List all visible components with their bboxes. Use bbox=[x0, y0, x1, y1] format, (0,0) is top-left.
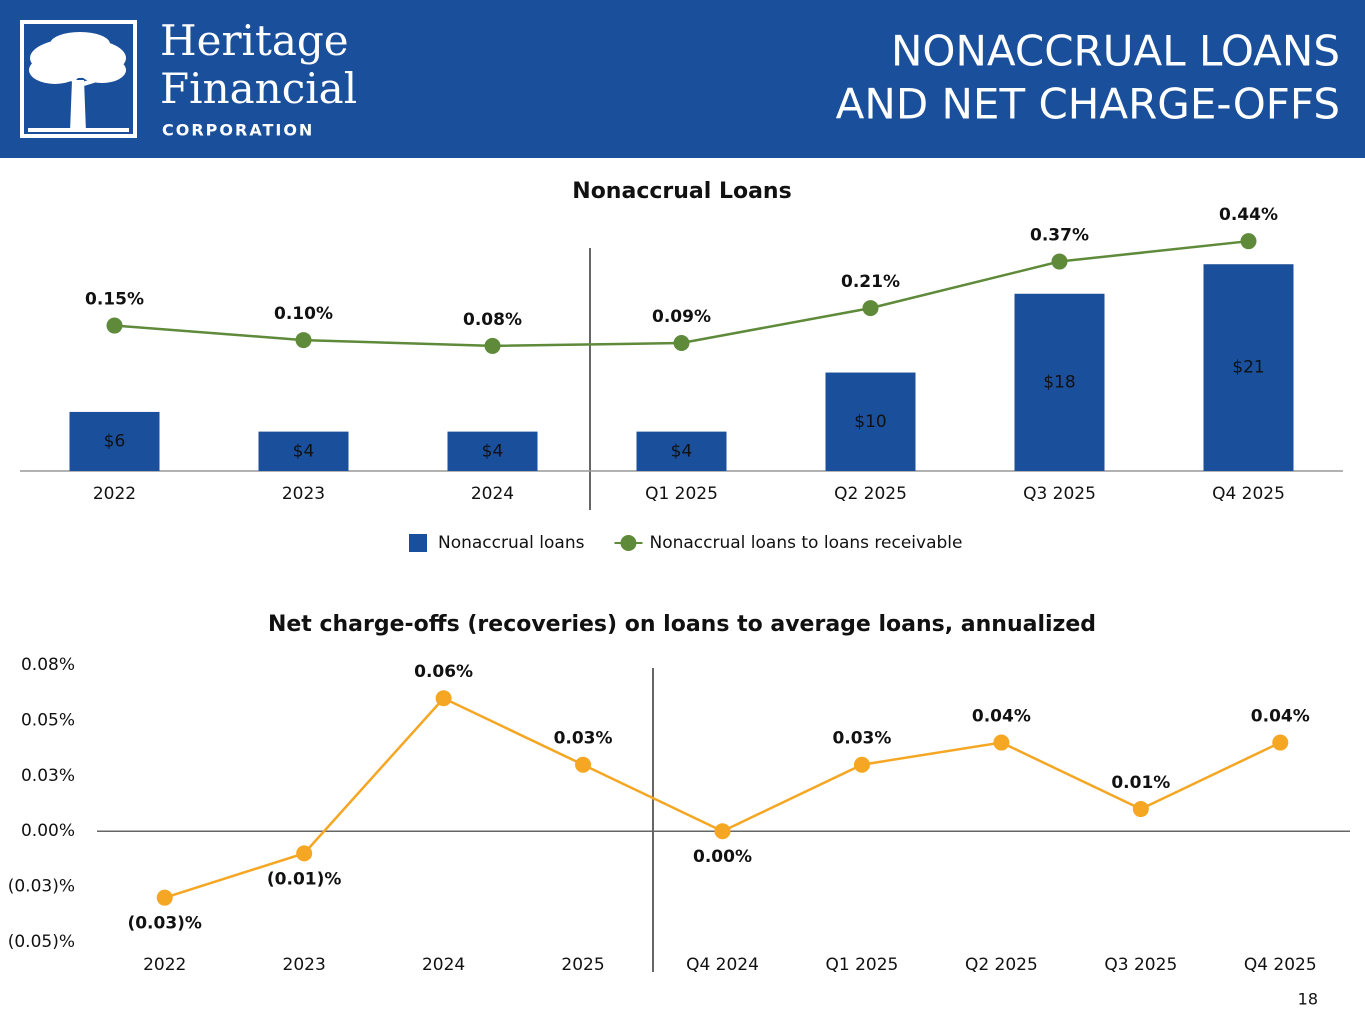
value-label: $21 bbox=[1232, 358, 1264, 378]
point bbox=[156, 889, 173, 906]
x-tick-label: 2025 bbox=[561, 955, 604, 975]
x-tick-label: Q3 2025 bbox=[1104, 955, 1177, 975]
y-tick-label: 0.03% bbox=[21, 766, 75, 786]
point bbox=[673, 335, 690, 351]
point bbox=[853, 756, 870, 773]
value-label: $10 bbox=[854, 412, 886, 432]
legend-swatch bbox=[409, 534, 427, 552]
line bbox=[164, 696, 1281, 899]
point bbox=[1132, 801, 1149, 818]
legend-label: Nonaccrual loans to loans receivable bbox=[649, 533, 962, 553]
y-tick-label: 0.05% bbox=[21, 710, 75, 730]
y-tick-label: 0.08% bbox=[21, 655, 75, 675]
x-tick-label: Q4 2024 bbox=[686, 955, 759, 975]
slide-title: NONACCRUAL LOANS bbox=[891, 27, 1340, 76]
x-tick-label: Q2 2025 bbox=[965, 955, 1038, 975]
value-label: $4 bbox=[293, 441, 315, 461]
bar bbox=[69, 411, 160, 471]
bar bbox=[825, 372, 916, 471]
page-number: 18 bbox=[1298, 990, 1318, 1009]
bar bbox=[447, 431, 538, 471]
point bbox=[435, 690, 452, 707]
point bbox=[575, 756, 592, 773]
chart-title: Nonaccrual Loans bbox=[572, 179, 791, 204]
value-label: (0.01)% bbox=[267, 869, 342, 889]
legend-label: Nonaccrual loans bbox=[438, 533, 585, 553]
value-label: $18 bbox=[1043, 372, 1075, 392]
x-tick-label: 2024 bbox=[471, 484, 514, 504]
value-label: $4 bbox=[671, 441, 693, 461]
value-label: 0.44% bbox=[1219, 205, 1278, 225]
legend-swatch bbox=[620, 535, 637, 551]
value-label: 0.04% bbox=[972, 707, 1031, 727]
value-label: $4 bbox=[482, 441, 504, 461]
point bbox=[1272, 734, 1289, 751]
y-tick-label: (0.03)% bbox=[8, 877, 75, 897]
point bbox=[862, 300, 879, 317]
chart-title: Net charge-offs (recoveries) on loans to… bbox=[268, 612, 1096, 637]
value-label: 0.06% bbox=[414, 662, 473, 682]
x-tick-label: Q4 2025 bbox=[1244, 955, 1317, 975]
value-label: 0.08% bbox=[463, 310, 522, 330]
point bbox=[484, 337, 501, 354]
x-tick-label: 2024 bbox=[422, 955, 465, 975]
point bbox=[1240, 233, 1257, 250]
brand: Heritage bbox=[160, 16, 349, 65]
value-label: 0.01% bbox=[1111, 773, 1170, 793]
x-tick-label: Q4 2025 bbox=[1212, 484, 1285, 504]
bar bbox=[1203, 264, 1294, 471]
value-label: 0.21% bbox=[841, 272, 900, 292]
point bbox=[106, 317, 123, 334]
value-label: 0.03% bbox=[832, 729, 891, 749]
y-tick-label: (0.05)% bbox=[8, 932, 75, 952]
logo bbox=[20, 20, 137, 138]
brand-sub: CORPORATION bbox=[162, 121, 314, 140]
value-label: 0.09% bbox=[652, 307, 711, 327]
value-label: (0.03)% bbox=[127, 914, 202, 934]
x-tick-label: Q2 2025 bbox=[834, 484, 907, 504]
x-tick-label: 2023 bbox=[282, 484, 325, 504]
value-label: 0.10% bbox=[274, 304, 333, 324]
x-tick-label: 2023 bbox=[283, 955, 326, 975]
x-tick-label: 2022 bbox=[143, 955, 186, 975]
value-label: 0.04% bbox=[1251, 707, 1310, 727]
bar bbox=[1014, 293, 1105, 471]
x-tick-label: Q1 2025 bbox=[826, 955, 899, 975]
header-band bbox=[0, 0, 1365, 158]
bar bbox=[636, 431, 727, 471]
point bbox=[295, 332, 312, 349]
value-label: 0.03% bbox=[554, 729, 613, 749]
x-tick-label: 2022 bbox=[93, 484, 136, 504]
brand: Financial bbox=[160, 64, 357, 113]
x-tick-label: Q1 2025 bbox=[645, 484, 718, 504]
point bbox=[1051, 253, 1068, 270]
x-tick-label: Q3 2025 bbox=[1023, 484, 1096, 504]
value-label: 0.00% bbox=[693, 847, 752, 867]
slide-title: AND NET CHARGE-OFFS bbox=[836, 80, 1340, 129]
value-label: 0.15% bbox=[85, 290, 144, 310]
bar bbox=[258, 431, 349, 471]
value-label: 0.37% bbox=[1030, 226, 1089, 246]
value-label: $6 bbox=[104, 431, 126, 451]
y-tick-label: 0.00% bbox=[21, 821, 75, 841]
point bbox=[714, 823, 731, 840]
point bbox=[993, 734, 1010, 751]
point bbox=[296, 845, 313, 862]
